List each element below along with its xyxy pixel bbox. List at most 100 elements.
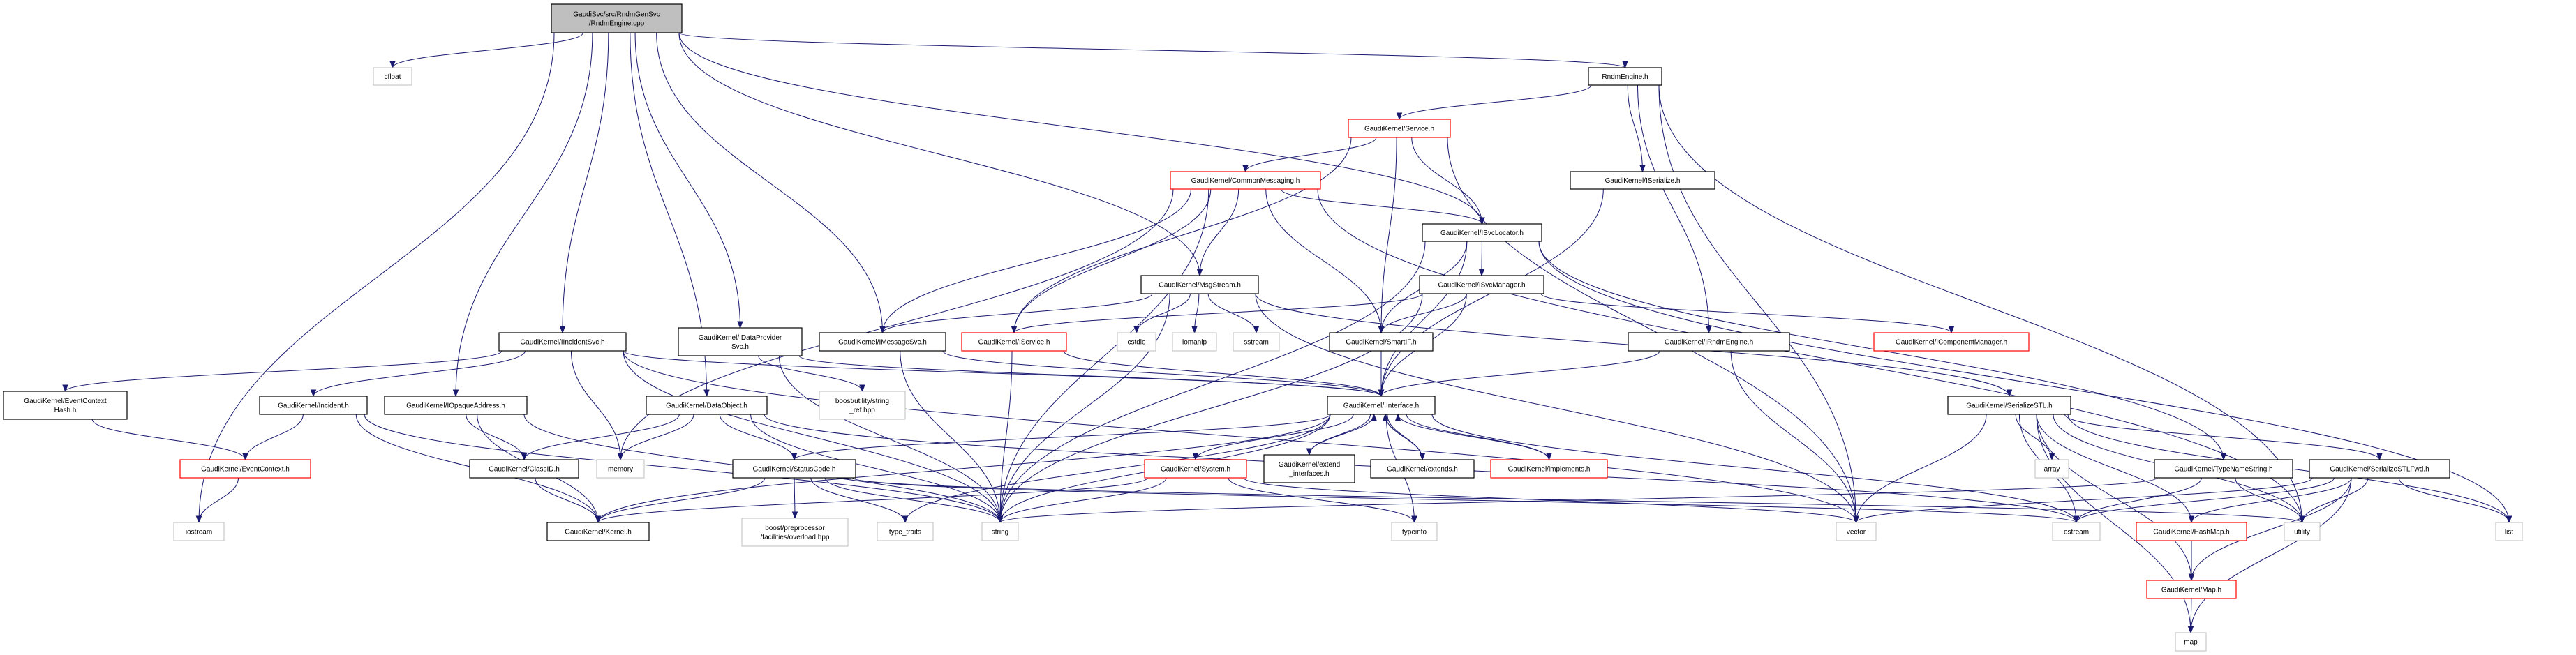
node-label: boost/preprocessor — [765, 525, 825, 532]
node-label: GaudiKernel/IInterface.h — [1343, 402, 1419, 410]
edge-root-to-msgstream — [678, 32, 1200, 276]
node-extends[interactable]: GaudiKernel/extends.h — [1370, 459, 1475, 479]
node-commonmessaging[interactable]: GaudiKernel/CommonMessaging.h — [1170, 171, 1321, 190]
node-box — [1233, 332, 1280, 352]
node-label: ostream — [2064, 529, 2089, 536]
node-box — [1490, 459, 1608, 479]
node-eventcontext[interactable]: GaudiKernel/EventContext.h — [179, 459, 311, 479]
edge-idataprovidersvc-to-string — [778, 355, 1001, 523]
node-iopaqueaddress[interactable]: GaudiKernel/IOpaqueAddress.h — [384, 396, 528, 415]
node-label: GaudiKernel/SmartIF.h — [1346, 339, 1416, 347]
node-iinterface[interactable]: GaudiKernel/IInterface.h — [1327, 396, 1436, 415]
node-list[interactable]: list — [2495, 522, 2523, 541]
edge-extend-interfaces-to-iinterface — [1309, 414, 1375, 456]
edge-idataprovidersvc-to-string-ref — [758, 355, 863, 392]
edge-rndmengine-to-vector — [1658, 84, 1856, 523]
node-box — [173, 522, 225, 541]
node-smartif[interactable]: GaudiKernel/SmartIF.h — [1329, 332, 1434, 352]
node-iomanip[interactable]: iomanip — [1172, 332, 1217, 352]
edge-iincidentsvc-to-string — [623, 350, 1001, 523]
node-serializestl[interactable]: GaudiKernel/SerializeSTL.h — [1947, 396, 2071, 415]
node-label: GaudiKernel/EventContext — [24, 398, 107, 405]
node-eventcontexthash[interactable]: GaudiKernel/EventContext Hash.h — [3, 391, 128, 420]
node-label: RndmEngine.h — [1602, 73, 1648, 81]
node-dataobject[interactable]: GaudiKernel/DataObject.h — [646, 396, 768, 415]
node-service[interactable]: GaudiKernel/Service.h — [1348, 119, 1451, 138]
arrowhead-icon — [2376, 453, 2383, 461]
node-isvclocator[interactable]: GaudiKernel/ISvcLocator.h — [1422, 223, 1542, 242]
edge-root-to-isvclocator — [678, 32, 1482, 225]
node-extend-interfaces[interactable]: GaudiKernel/extend_interfaces.h — [1263, 454, 1355, 483]
node-overload[interactable]: boost/preprocessor/facilities/overload.h… — [741, 518, 849, 547]
node-vector[interactable]: vector — [1836, 522, 1877, 541]
node-icomponentmanager[interactable]: GaudiKernel/IComponentManager.h — [1873, 332, 2030, 352]
node-kernel[interactable]: GaudiKernel/Kernel.h — [546, 522, 650, 541]
node-classid[interactable]: GaudiKernel/ClassID.h — [469, 459, 579, 479]
edge-statuscode-to-type-traits — [810, 477, 906, 523]
arrowhead-icon — [902, 515, 909, 524]
node-isvcmanager[interactable]: GaudiKernel/ISvcManager.h — [1419, 275, 1544, 294]
node-sstream[interactable]: sstream — [1233, 332, 1280, 352]
edge-service-to-iservice — [1013, 137, 1352, 333]
node-label: array — [2044, 466, 2060, 474]
edge-system-to-vector — [1243, 477, 1856, 523]
node-string-ref[interactable]: boost/utility/string _ref.hpp — [819, 391, 906, 420]
node-box — [2034, 459, 2069, 479]
edge-iservice-to-string — [999, 350, 1013, 523]
node-iostream[interactable]: iostream — [173, 522, 225, 541]
node-incident[interactable]: GaudiKernel/Incident.h — [259, 396, 368, 415]
node-iservice[interactable]: GaudiKernel/IService.h — [961, 332, 1067, 352]
node-string[interactable]: string — [981, 522, 1019, 541]
arrowhead-icon — [452, 389, 459, 398]
node-array[interactable]: array — [2034, 459, 2069, 479]
node-hashmap[interactable]: GaudiKernel/HashMap.h — [2136, 522, 2247, 541]
node-box — [1422, 223, 1542, 242]
node-box — [498, 332, 627, 352]
arrowhead-icon — [1706, 326, 1712, 334]
node-msgstream[interactable]: GaudiKernel/MsgStream.h — [1140, 275, 1259, 294]
node-system[interactable]: GaudiKernel/System.h — [1144, 459, 1247, 479]
arrowhead-icon — [1191, 326, 1198, 334]
node-label: /RndmEngine.cpp — [589, 20, 645, 28]
edge-msgstream-to-string — [999, 293, 1170, 523]
edge-iinterface-to-type-traits — [904, 414, 1331, 523]
node-label: GaudiKernel/ISerialize.h — [1605, 177, 1681, 185]
node-root[interactable]: GaudiSvc/src/RndmGenSvc/RndmEngine.cpp — [551, 3, 683, 33]
node-rndmengine[interactable]: RndmEngine.h — [1588, 67, 1662, 86]
node-imessagesvc[interactable]: GaudiKernel/IMessageSvc.h — [819, 332, 946, 352]
node-iincidentsvc[interactable]: GaudiKernel/IIncidentSvc.h — [498, 332, 627, 352]
node-cfloat[interactable]: cfloat — [373, 67, 412, 86]
edge-rndmengine-to-utility — [1658, 84, 2302, 523]
edge-isvclocator-to-string — [999, 241, 1426, 523]
node-utility[interactable]: utility — [2284, 522, 2321, 541]
node-statuscode[interactable]: GaudiKernel/StatusCode.h — [732, 459, 856, 479]
node-label: GaudiKernel/EventContext.h — [201, 466, 290, 474]
node-box — [819, 332, 946, 352]
edge-isvclocator-to-iinterface — [1380, 241, 1468, 397]
edge-serializestl-to-vector — [1856, 414, 1987, 523]
edge-implements-to-iinterface — [1397, 414, 1549, 460]
node-cstdio[interactable]: cstdio — [1117, 332, 1156, 352]
node-ostream[interactable]: ostream — [2052, 522, 2101, 541]
arrowhead-icon — [2220, 453, 2227, 461]
node-irndmengine[interactable]: GaudiKernel/IRndmEngine.h — [1628, 332, 1790, 352]
arrowhead-icon — [2187, 626, 2194, 634]
node-iserialize[interactable]: GaudiKernel/ISerialize.h — [1570, 171, 1715, 190]
node-typeinfo[interactable]: typeinfo — [1391, 522, 1438, 541]
node-box — [2052, 522, 2101, 541]
node-serializestlfwd[interactable]: GaudiKernel/SerializeSTLFwd.h — [2309, 459, 2450, 479]
node-box — [646, 396, 768, 415]
node-type-traits[interactable]: type_traits — [877, 522, 934, 541]
edges-layer — [62, 32, 2512, 634]
arrowhead-icon — [310, 389, 317, 398]
node-typenamestring[interactable]: GaudiKernel/TypeNameString.h — [2154, 459, 2293, 479]
node-memory[interactable]: memory — [596, 459, 645, 479]
edge-iincidentsvc-to-eventcontexthash — [65, 350, 502, 392]
edge-irndmengine-to-iinterface — [1380, 350, 1660, 397]
node-implements[interactable]: GaudiKernel/implements.h — [1490, 459, 1608, 479]
edge-isvcmanager-to-iservice — [1013, 293, 1423, 333]
arrowhead-icon — [1639, 165, 1646, 173]
node-map[interactable]: map — [2175, 632, 2207, 652]
node-map[interactable]: GaudiKernel/Map.h — [2146, 580, 2237, 599]
